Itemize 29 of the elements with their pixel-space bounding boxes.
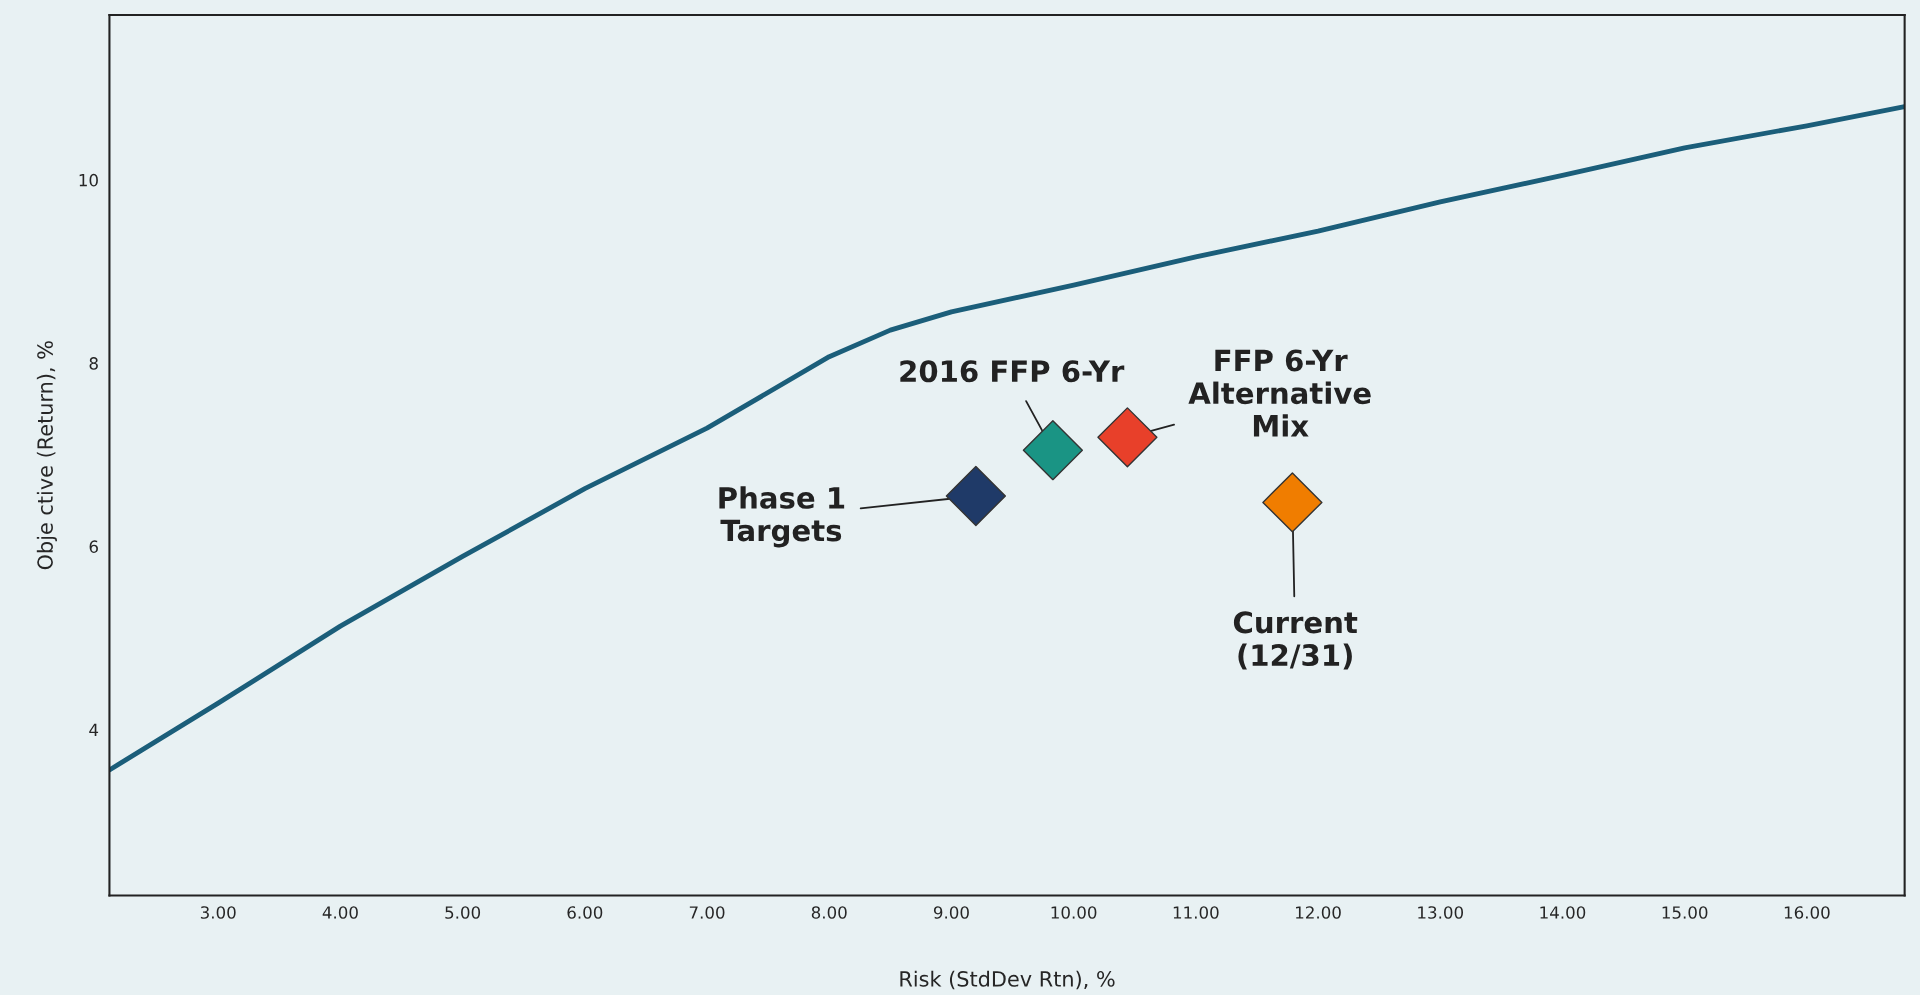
point [1097, 407, 1158, 468]
x-axis-title: Risk (StdDev Rtn), % [900, 970, 1115, 990]
line-series [109, 104, 1905, 773]
point [1262, 472, 1323, 533]
annotation: FFP 6-Yr Alternative Mix [1188, 349, 1371, 437]
x-tick-label: 9.00 [933, 906, 969, 919]
y-tick-label: 4 [89, 723, 99, 736]
point [1022, 420, 1084, 481]
x-tick-label: 14.00 [1540, 906, 1586, 919]
x-tick-label: 11.00 [1173, 906, 1219, 919]
x-tick-label: 12.00 [1296, 906, 1341, 919]
y-tick-label: 6 [89, 540, 98, 553]
x-tick-label: 4.00 [322, 906, 358, 919]
y-tick-label: 8 [89, 357, 98, 370]
x-tick-label: 16.00 [1784, 906, 1830, 919]
x-tick-label: 7.00 [689, 906, 725, 919]
x-tick-label: 8.00 [811, 906, 847, 919]
annotation: 2016 FFP 6-Yr [900, 360, 1125, 383]
y-axis-title: Obje ctive (Return), % [36, 341, 57, 570]
x-tick-label: 6.00 [567, 906, 603, 919]
annotation: Phase 1 Targets [719, 486, 845, 548]
annotation: Current (12/31) [1233, 611, 1358, 670]
x-tick-label: 3.00 [200, 906, 236, 919]
point [945, 465, 1007, 527]
x-tick-label: 5.00 [445, 906, 481, 919]
x-tick-label: 15.00 [1662, 906, 1708, 919]
x-tick-label: 13.00 [1418, 906, 1464, 919]
x-tick-label: 10.00 [1051, 906, 1097, 919]
y-tick-label: 10 [79, 173, 98, 187]
